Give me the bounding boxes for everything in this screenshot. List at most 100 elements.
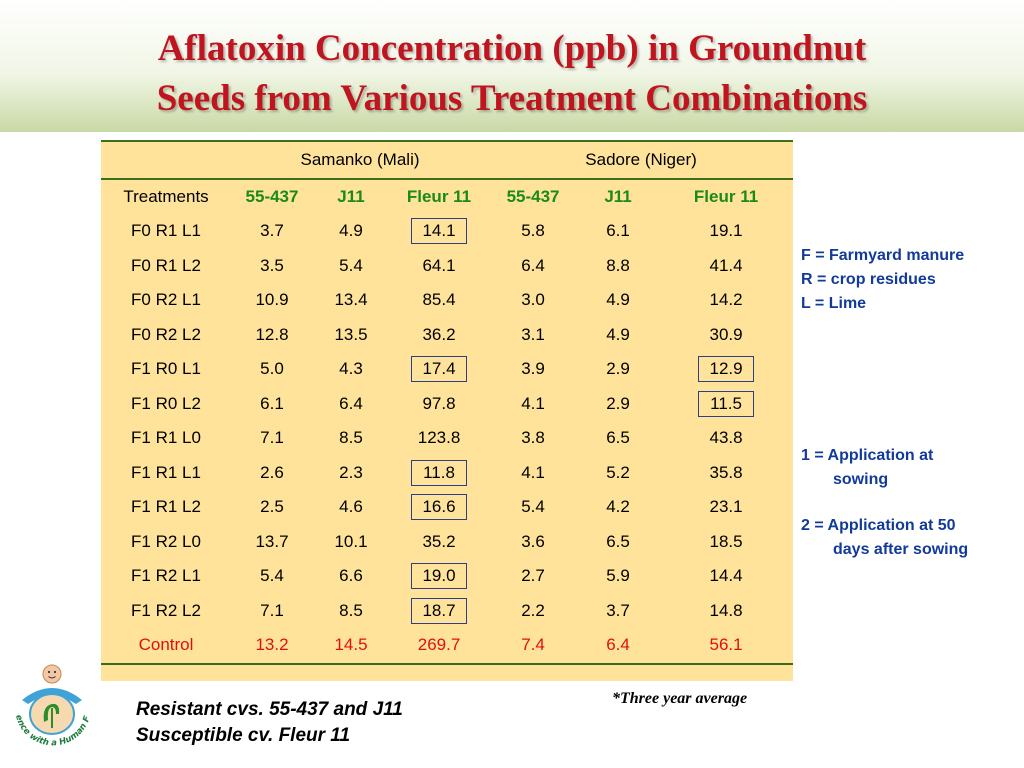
table-row: F1 R2 L0 13.7 10.1 35.2 3.6 6.5 18.5 [101,525,793,560]
value-cell: 14.1 [389,214,489,249]
title-line-2: Seeds from Various Treatment Combination… [156,78,868,119]
column-header-row: Treatments 55-437 J11 Fleur 11 55-437 J1… [101,179,793,214]
value-cell: 8.8 [606,255,630,275]
table-row: F1 R1 L0 7.1 8.5 123.8 3.8 6.5 43.8 [101,421,793,456]
value-cell: 6.1 [260,393,284,413]
value-cell: 8.5 [339,600,363,620]
data-table-container: Samanko (Mali) Sadore (Niger) Treatments… [101,140,794,681]
value-cell: 2.5 [260,497,284,517]
treatment-cell: F1 R2 L0 [131,531,201,551]
legend-line: sowing [833,471,889,488]
value-cell: 4.6 [339,497,363,517]
value-cell: 7.1 [260,600,284,620]
value-cell: 6.6 [339,566,363,586]
column-header: Fleur 11 [693,187,759,206]
table-row: F1 R0 L1 5.0 4.3 17.4 3.9 2.9 12.9 [101,352,793,387]
value-cell: 269.7 [389,628,490,665]
value-cell: 13.5 [334,324,368,344]
value-cell: 2.7 [521,566,545,586]
column-header: 55-437 [245,187,299,206]
value-cell: 5.0 [260,359,284,379]
value-cell: 23.1 [709,497,743,517]
value-cell: 10.1 [334,531,368,551]
highlighted-value: 18.7 [411,597,468,624]
treatment-cell: F1 R1 L0 [131,428,201,448]
value-cell: 4.1 [521,393,545,413]
value-cell: 5.4 [339,255,363,275]
value-cell: 4.1 [521,462,545,482]
legend-line: F = Farmyard manure [801,247,965,264]
value-cell: 14.8 [709,600,743,620]
column-header: J11 [604,187,632,206]
value-cell: 7.1 [260,428,284,448]
column-header: Fleur 11 [406,187,472,206]
value-cell: 4.9 [606,290,630,310]
value-cell: 97.8 [422,393,456,413]
value-cell: 19.0 [389,559,489,594]
value-cell: 2.9 [606,393,630,413]
value-cell: 12.8 [255,324,289,344]
value-cell: 18.7 [389,594,489,629]
value-cell: 6.5 [606,428,630,448]
table-row: F0 R1 L2 3.5 5.4 64.1 6.4 8.8 41.4 [101,249,793,284]
treatment-cell: F0 R1 L2 [131,255,201,275]
treatment-cell: F1 R0 L1 [131,359,201,379]
value-cell: 3.0 [521,290,545,310]
value-cell: 2.9 [606,359,630,379]
value-cell: 8.5 [339,428,363,448]
value-cell: 123.8 [417,428,461,448]
table-row: F1 R2 L2 7.1 8.5 18.7 2.2 3.7 14.8 [101,594,793,629]
value-cell: 13.4 [334,290,368,310]
empty-cell [101,140,231,180]
table-row: F0 R2 L1 10.9 13.4 85.4 3.0 4.9 14.2 [101,283,793,318]
table-row: F0 R2 L2 12.8 13.5 36.2 3.1 4.9 30.9 [101,318,793,353]
highlighted-value: 11.5 [698,390,755,417]
value-cell: 11.8 [389,456,489,491]
table-row: Control 13.2 14.5 269.7 7.4 6.4 56.1 [101,628,794,665]
legend-line: L = Lime [801,295,867,312]
group-header-sadore: Sadore (Niger) [489,140,794,180]
highlighted-value: 12.9 [698,356,755,383]
legend-line: R = crop residues [801,271,936,288]
value-cell: 4.9 [339,221,363,241]
value-cell: 5.4 [260,566,284,586]
value-cell: 36.2 [422,324,456,344]
group-header-row: Samanko (Mali) Sadore (Niger) [101,140,794,180]
table-body: F0 R1 L1 3.7 4.9 14.1 5.8 6.1 19.1 F0 R1 L2 3.5 5… [101,214,794,665]
treatment-cell: F1 R2 L2 [131,600,201,620]
resistance-line: Resistant cvs. 55-437 and J11 [136,699,403,720]
value-cell: 6.4 [577,628,660,665]
value-cell: 2.6 [260,462,284,482]
table-row: F1 R0 L2 6.1 6.4 97.8 4.1 2.9 11.5 [101,387,793,422]
value-cell: 17.4 [389,352,489,387]
value-cell: 19.1 [709,221,743,241]
value-cell: 64.1 [422,255,456,275]
value-cell: 3.7 [606,600,630,620]
value-cell: 2.2 [521,600,545,620]
value-cell: 6.4 [339,393,363,413]
highlighted-value: 19.0 [411,563,468,590]
table-row: F0 R1 L1 3.7 4.9 14.1 5.8 6.1 19.1 [101,214,793,249]
legend-line: 2 = Application at 50 [801,517,956,534]
table-row: F1 R1 L1 2.6 2.3 11.8 4.1 5.2 35.8 [101,456,793,491]
highlighted-value: 11.8 [411,459,468,486]
highlighted-value: 14.1 [411,218,468,245]
value-cell: 5.9 [606,566,630,586]
value-cell: 6.1 [606,221,630,241]
value-cell: 43.8 [709,428,743,448]
value-cell: 3.9 [521,359,545,379]
value-cell: 10.9 [255,290,289,310]
value-cell: 14.4 [709,566,743,586]
value-cell: 35.2 [422,531,456,551]
slide-title: Aflatoxin Concentration (ppb) in Groundn… [0,24,1024,124]
value-cell: 2.3 [339,462,363,482]
legend-line: days after sowing [833,541,969,558]
highlighted-value: 17.4 [411,356,468,383]
resistance-note: Resistant cvs. 55-437 and J11 Susceptibl… [136,697,403,749]
group-header-samanko: Samanko (Mali) [231,140,490,180]
value-cell: 5.8 [521,221,545,241]
value-cell: 3.8 [521,428,545,448]
treatment-cell: F0 R2 L1 [131,290,201,310]
value-cell: 3.7 [260,221,284,241]
logo-leaf-icon [43,703,60,722]
